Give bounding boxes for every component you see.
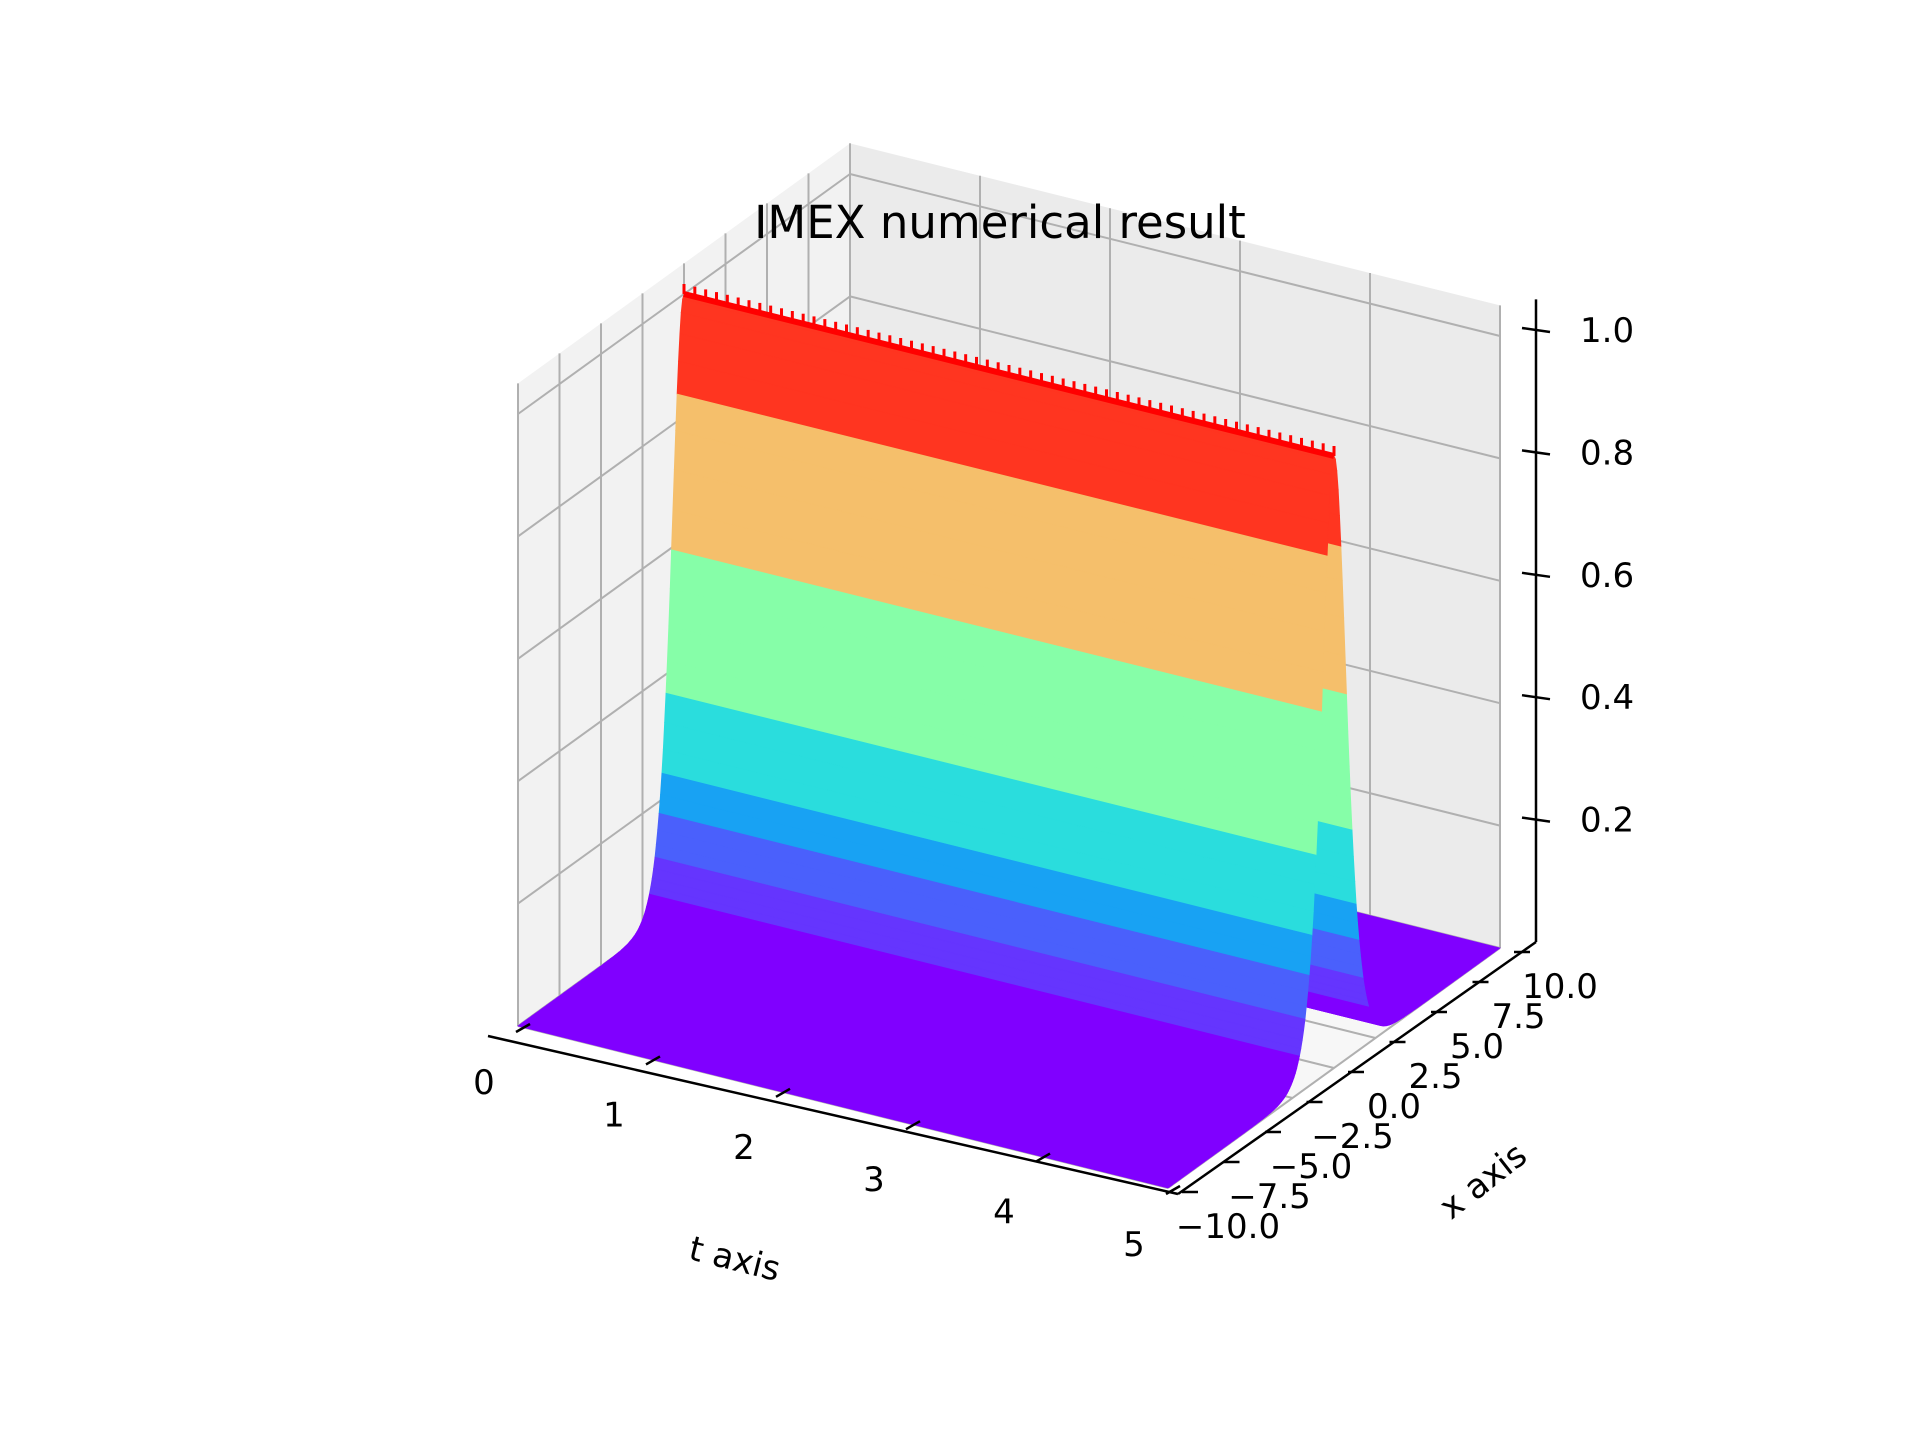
x-axis-label: x axis [1432, 1135, 1535, 1227]
t-tick [1035, 1152, 1051, 1163]
grid-line-z [849, 173, 1501, 337]
t-tick-label: 4 [993, 1193, 1015, 1233]
x-tick-label: −5.0 [1270, 1147, 1353, 1187]
t-tick [905, 1120, 921, 1131]
x-tick-label: −7.5 [1228, 1177, 1311, 1217]
t-tick-label: 0 [473, 1063, 495, 1103]
z-tick-label: 0.2 [1580, 801, 1634, 841]
z-tick [1521, 693, 1551, 701]
x-tick-label: 7.5 [1491, 997, 1545, 1037]
grid-line-z [849, 295, 1501, 460]
z-tick-label: 0.6 [1580, 556, 1634, 596]
z-tick [1521, 449, 1551, 456]
t-tick [515, 1022, 531, 1034]
x-tick-label: 5.0 [1450, 1027, 1504, 1067]
z-tick-label: 0.8 [1580, 433, 1634, 473]
tick-labels: 0 1 2 3 4 5 −10.0−7.5−5.0−2.50.02.55.07.510.0 0… [473, 311, 1634, 1265]
t-tick-label: 5 [1123, 1225, 1145, 1265]
t-tick [645, 1055, 661, 1066]
x-tick-label: −10.0 [1176, 1207, 1280, 1247]
t-tick [1165, 1184, 1181, 1196]
chart-title: IMEX numerical result [754, 196, 1246, 249]
surface [517, 284, 1501, 1189]
axis-lines [487, 299, 1551, 1196]
t-axis-label: t axis [685, 1229, 784, 1290]
z-tick [1521, 571, 1551, 579]
x-tick-label: 0.0 [1367, 1087, 1421, 1127]
t-tick-label: 3 [863, 1160, 885, 1200]
t-tick [775, 1087, 791, 1098]
z-tick [1521, 326, 1551, 334]
x-axis-line [1177, 940, 1537, 1196]
x-tick-label: −2.5 [1311, 1117, 1394, 1157]
z-tick [1521, 816, 1551, 823]
x-tick-label: 10.0 [1522, 967, 1598, 1007]
x-tick-label: 2.5 [1408, 1057, 1462, 1097]
z-tick-label: 0.4 [1580, 678, 1634, 718]
t-tick-label: 2 [733, 1128, 755, 1168]
t-axis-line [487, 1034, 1179, 1196]
z-tick-label: 1.0 [1580, 311, 1634, 351]
surface-strip [517, 1024, 1171, 1189]
t-tick-label: 1 [603, 1095, 625, 1135]
